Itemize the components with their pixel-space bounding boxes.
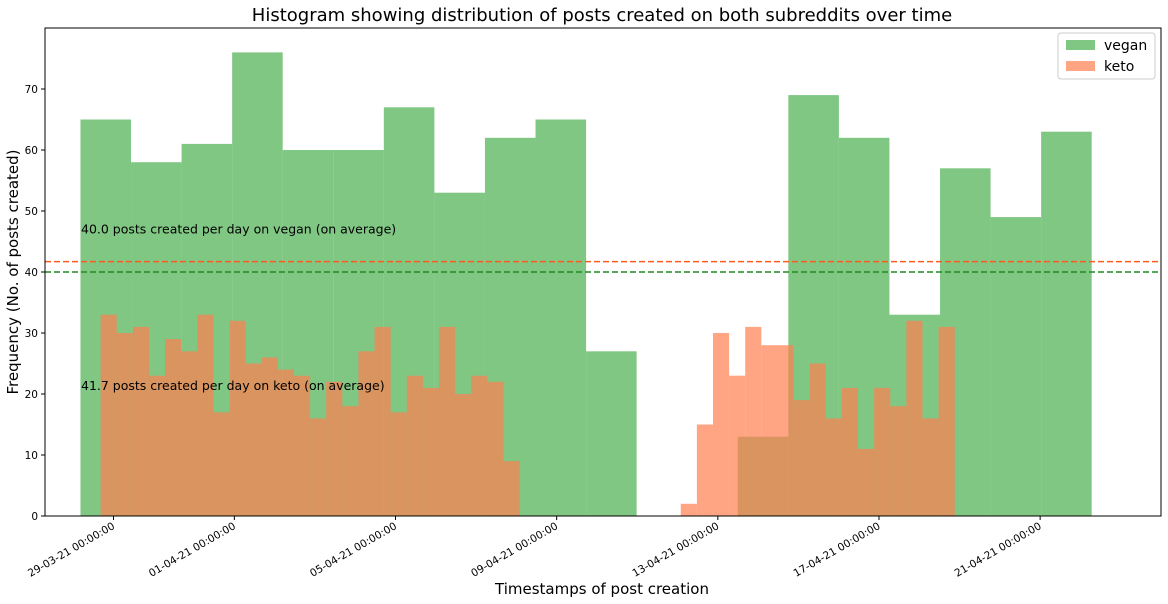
keto-bar bbox=[890, 406, 907, 516]
keto-bar bbox=[132, 326, 149, 516]
vegan-bar bbox=[990, 217, 1042, 516]
x-axis-label: Timestamps of post creation bbox=[494, 580, 709, 598]
keto-bar bbox=[181, 351, 198, 516]
keto-bar bbox=[745, 326, 762, 516]
keto-bar bbox=[342, 406, 359, 516]
average-lines bbox=[45, 260, 1161, 273]
y-tick-label: 10 bbox=[25, 450, 38, 462]
keto-bar bbox=[455, 394, 472, 516]
keto-bar bbox=[100, 314, 117, 516]
keto-bar bbox=[793, 400, 810, 516]
legend-label-keto: keto bbox=[1104, 59, 1134, 75]
keto-bar bbox=[165, 339, 182, 516]
keto-bar bbox=[213, 412, 230, 516]
keto-bar bbox=[680, 503, 697, 516]
average-annotation: 40.0 posts created per day on vegan (on … bbox=[81, 221, 396, 236]
vegan-bar bbox=[586, 351, 637, 516]
keto-bar bbox=[471, 375, 488, 516]
keto-bar bbox=[858, 448, 875, 516]
keto-bar bbox=[116, 333, 133, 516]
keto-bar bbox=[761, 345, 778, 516]
keto-bar bbox=[503, 461, 520, 516]
keto-bar bbox=[696, 424, 713, 516]
y-tick-label: 70 bbox=[25, 84, 38, 96]
y-tick-label: 30 bbox=[25, 328, 38, 340]
y-tick-label: 50 bbox=[25, 206, 38, 218]
y-tick-label: 0 bbox=[31, 511, 38, 523]
keto-bar bbox=[390, 412, 407, 516]
keto-bar bbox=[777, 345, 794, 516]
keto-bar bbox=[277, 369, 294, 516]
keto-bar bbox=[906, 320, 923, 516]
keto-bar bbox=[825, 418, 842, 516]
keto-bar bbox=[310, 418, 327, 516]
keto-bar bbox=[874, 387, 891, 516]
legend-swatch-vegan bbox=[1066, 40, 1095, 50]
legend: vegan keto bbox=[1057, 32, 1156, 80]
keto-bar bbox=[358, 351, 375, 516]
keto-bar bbox=[229, 320, 246, 516]
keto-bar bbox=[197, 314, 214, 516]
keto-bar bbox=[148, 375, 166, 516]
keto-bar bbox=[809, 363, 826, 516]
keto-bar bbox=[729, 375, 746, 516]
vegan-bar bbox=[535, 119, 587, 516]
keto-bar bbox=[922, 418, 939, 516]
vegan-bar bbox=[1041, 131, 1092, 516]
keto-bar bbox=[439, 326, 456, 516]
keto-bar bbox=[245, 363, 262, 516]
keto-bar bbox=[326, 381, 343, 516]
chart-title: Histogram showing distribution of posts … bbox=[252, 5, 952, 26]
keto-bar bbox=[406, 375, 423, 516]
keto-bar bbox=[261, 357, 278, 516]
y-tick-label: 20 bbox=[25, 389, 38, 401]
average-annotations: 40.0 posts created per day on vegan (on … bbox=[81, 221, 396, 393]
legend-label-vegan: vegan bbox=[1104, 38, 1147, 54]
keto-bar bbox=[841, 387, 859, 516]
keto-bar bbox=[487, 381, 504, 516]
y-axis: 0 10 20 30 40 50 60 70 bbox=[25, 84, 45, 523]
keto-bar bbox=[374, 326, 391, 516]
y-axis-label: Frequency (No. of posts created) bbox=[4, 150, 22, 395]
keto-bar bbox=[422, 387, 440, 516]
y-tick-label: 60 bbox=[25, 145, 38, 157]
legend-swatch-keto bbox=[1066, 61, 1095, 71]
keto-series bbox=[100, 314, 955, 516]
average-annotation: 41.7 posts created per day on keto (on a… bbox=[81, 378, 385, 393]
keto-bar bbox=[293, 375, 311, 516]
keto-bar bbox=[712, 333, 730, 516]
y-tick-label: 40 bbox=[25, 267, 38, 279]
keto-bar bbox=[938, 326, 955, 516]
